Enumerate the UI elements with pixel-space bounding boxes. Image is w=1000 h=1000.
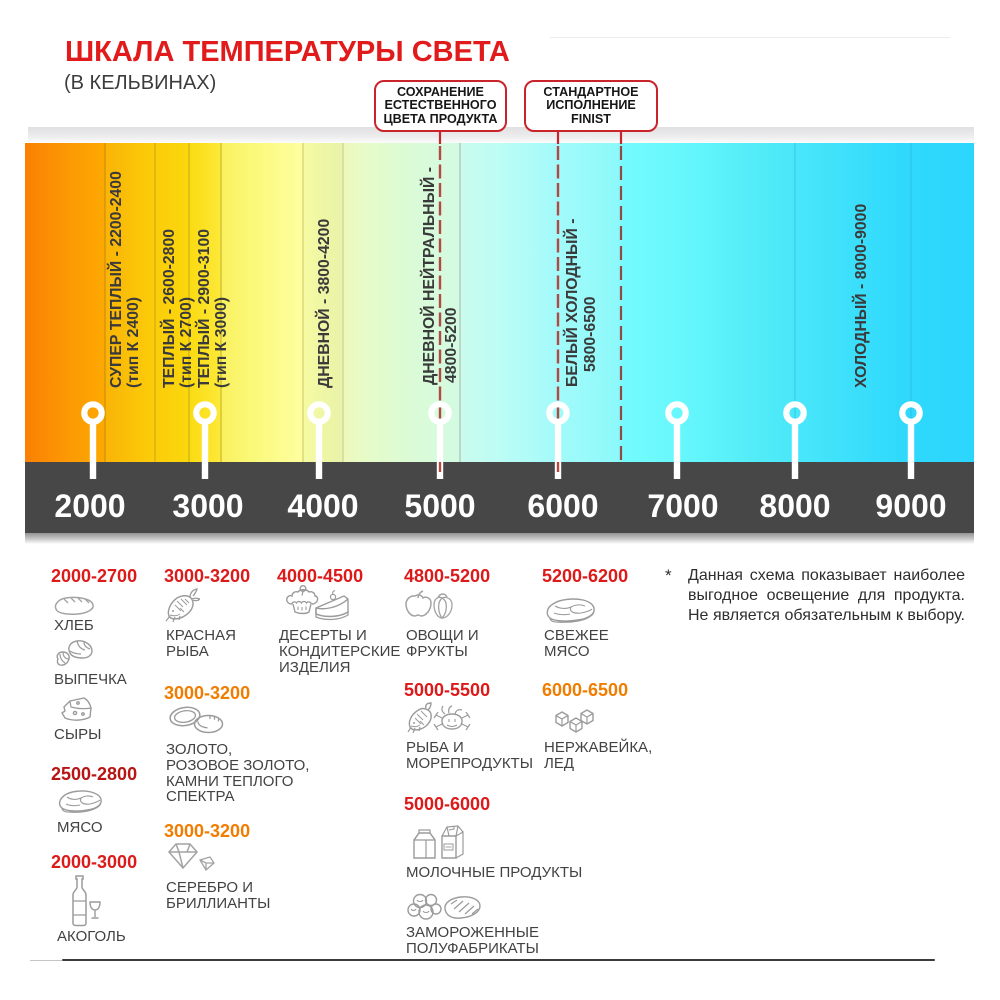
- svg-text:5800-6500: 5800-6500: [582, 296, 599, 372]
- svg-text:ДНЕВНОЙ НЕЙТРАЛЬНЫЙ -: ДНЕВНОЙ НЕЙТРАЛЬНЫЙ -: [419, 167, 438, 385]
- svg-text:(тип К 3000): (тип К 3000): [213, 297, 230, 388]
- svg-text:4800-5200: 4800-5200: [443, 307, 460, 383]
- svg-text:2000: 2000: [54, 488, 125, 524]
- svg-text:6000: 6000: [527, 488, 598, 524]
- svg-text:БЕЛЫЙ ХОЛОДНЫЙ -: БЕЛЫЙ ХОЛОДНЫЙ -: [562, 219, 581, 388]
- svg-text:(тип К 2700): (тип К 2700): [178, 297, 195, 388]
- svg-text:3000: 3000: [172, 488, 243, 524]
- svg-text:СУПЕР ТЕПЛЫЙ - 2200-2400: СУПЕР ТЕПЛЫЙ - 2200-2400: [106, 171, 125, 388]
- svg-text:7000: 7000: [647, 488, 718, 524]
- svg-text:9000: 9000: [875, 488, 946, 524]
- svg-text:ТЕПЛЫЙ - 2900-3100: ТЕПЛЫЙ - 2900-3100: [194, 229, 213, 388]
- svg-text:8000: 8000: [759, 488, 830, 524]
- svg-text:4000: 4000: [287, 488, 358, 524]
- svg-text:5000: 5000: [404, 488, 475, 524]
- svg-text:(тип К 2400): (тип К 2400): [125, 297, 142, 388]
- svg-text:ТЕПЛЫЙ - 2600-2800: ТЕПЛЫЙ - 2600-2800: [159, 229, 178, 388]
- svg-text:ДНЕВНОЙ - 3800-4200: ДНЕВНОЙ - 3800-4200: [314, 219, 333, 388]
- svg-text:ХОЛОДНЫЙ - 8000-9000: ХОЛОДНЫЙ - 8000-9000: [851, 204, 870, 388]
